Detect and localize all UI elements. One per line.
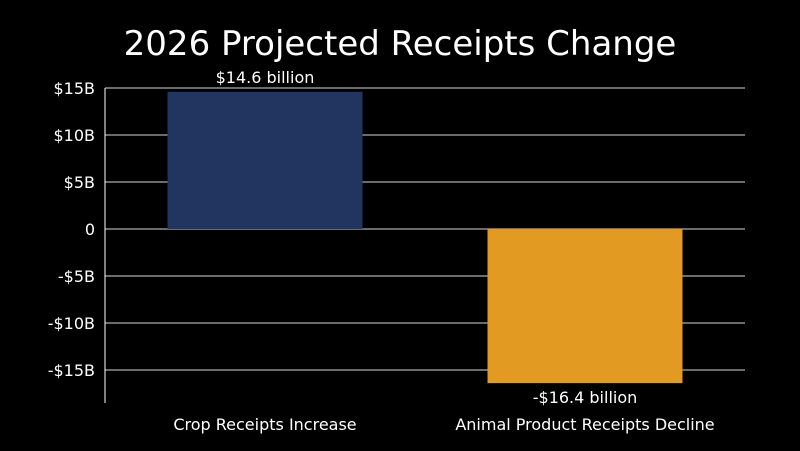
x-tick-label: Crop Receipts Increase — [173, 415, 356, 434]
y-tick-label: -$10B — [48, 314, 95, 333]
bar — [167, 91, 363, 229]
y-tick-label: $10B — [53, 126, 95, 145]
x-tick-label: Animal Product Receipts Decline — [455, 415, 714, 434]
y-tick-label: $15B — [53, 79, 95, 98]
y-tick-label: -$15B — [48, 361, 95, 380]
bar — [487, 229, 683, 384]
data-label: $14.6 billion — [216, 68, 315, 87]
labels-layer: $15B $10B $5B 0 -$5B -$10B -$15B $14.6 billion C… — [48, 68, 715, 434]
bars-layer — [167, 91, 683, 384]
y-tick-label: 0 — [85, 220, 95, 239]
data-label: -$16.4 billion — [533, 388, 638, 407]
y-tick-label: $5B — [64, 173, 95, 192]
y-tick-label: -$5B — [58, 267, 95, 286]
chart-title: 2026 Projected Receipts Change — [124, 24, 677, 64]
